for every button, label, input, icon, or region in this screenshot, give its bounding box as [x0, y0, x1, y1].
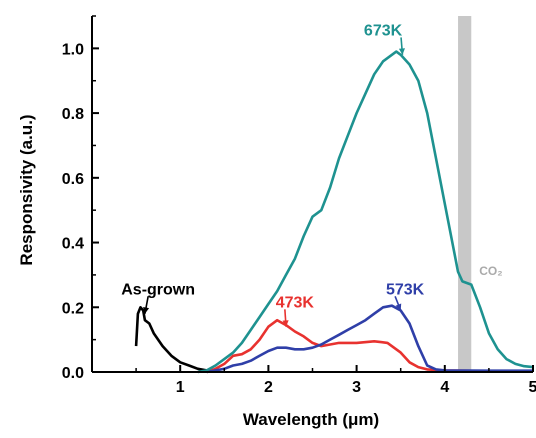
co2-band-label: CO₂	[479, 264, 502, 278]
co2-absorption-band	[458, 16, 472, 372]
x-tick-label: 2	[264, 379, 273, 396]
series-line-473k	[206, 318, 534, 374]
annotation-473k: 473K	[276, 294, 315, 311]
x-tick-label: 5	[529, 379, 536, 396]
x-tick-label: 3	[352, 379, 361, 396]
annotation-arrow-473k	[282, 309, 289, 327]
annotation-arrow-573k	[394, 296, 402, 311]
series-layer	[134, 50, 534, 374]
y-tick-label: 0.2	[62, 300, 84, 317]
y-tick-label: 0.8	[62, 106, 84, 123]
y-axis-title: Responsivity (a.u.)	[17, 114, 36, 265]
series-line-673k	[197, 50, 534, 374]
y-tick-label: 1.0	[62, 41, 84, 58]
annotation-layer: As-grown 473K 573K 673K	[121, 22, 425, 327]
y-tick-label: 0.4	[62, 236, 84, 253]
y-tick-label: 0.0	[62, 365, 84, 382]
series-line-as-grown	[134, 306, 207, 372]
annotation-arrow-673k	[398, 37, 405, 55]
x-tick-label: 1	[176, 379, 185, 396]
annotation-673k: 673K	[364, 22, 403, 39]
x-axis-title: Wavelength (μm)	[243, 410, 379, 429]
series-line-573k	[206, 304, 533, 374]
annotation-as-grown: As-grown	[121, 281, 195, 298]
y-tick-label: 0.6	[62, 171, 84, 188]
axes-layer: 1 2 3 4 5 0.0 0.2 0.4 0.6 0.8 1.0	[62, 15, 536, 396]
annotation-arrow-as-grown	[143, 296, 150, 314]
plot-background: CO₂	[458, 16, 503, 372]
x-tick-label: 4	[440, 379, 449, 396]
annotation-573k: 573K	[386, 281, 425, 298]
